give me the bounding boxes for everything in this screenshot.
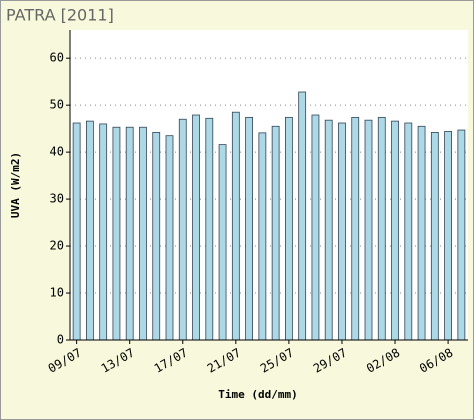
bar <box>125 126 134 341</box>
bar <box>311 114 320 341</box>
y-tick-label: 60 <box>50 51 64 65</box>
bar <box>245 116 254 341</box>
bar <box>178 118 187 341</box>
bar <box>351 116 360 341</box>
y-tick-label: 20 <box>50 239 64 253</box>
bar <box>112 126 121 341</box>
bar <box>205 117 214 341</box>
bar <box>404 122 413 341</box>
bar <box>231 111 240 341</box>
bar <box>457 129 466 341</box>
bar <box>72 122 81 341</box>
bar <box>284 116 293 341</box>
y-tick-label: 30 <box>50 192 64 206</box>
y-tick-label: 50 <box>50 98 64 112</box>
bar <box>298 91 307 341</box>
bar <box>364 119 373 341</box>
x-axis-label: Time (dd/mm) <box>218 388 297 401</box>
bar <box>324 119 333 341</box>
bar <box>377 116 386 341</box>
y-tick-label: 0 <box>57 333 64 347</box>
bar <box>338 122 346 341</box>
chart-title: PATRA [2011] <box>6 6 114 25</box>
bar <box>165 135 174 341</box>
bar <box>99 123 108 341</box>
y-tick-label: 40 <box>50 145 64 159</box>
bar <box>271 125 280 341</box>
bar <box>218 144 227 341</box>
bar <box>192 114 200 341</box>
bar <box>86 120 94 341</box>
bar <box>444 131 453 341</box>
bar <box>391 120 399 341</box>
plot-area <box>70 30 468 340</box>
bar <box>430 131 439 341</box>
y-tick-label: 10 <box>50 286 64 300</box>
bar <box>417 125 426 341</box>
bar <box>258 132 267 341</box>
bar <box>139 126 147 341</box>
bar <box>152 131 161 341</box>
y-axis-label: UVA (W/m2) <box>9 152 22 218</box>
